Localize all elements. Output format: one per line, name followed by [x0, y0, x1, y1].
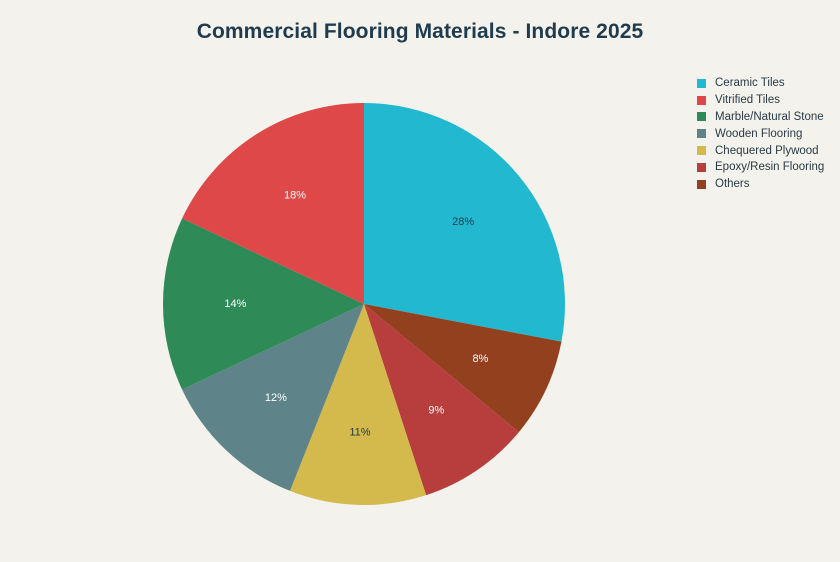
legend-swatch — [697, 146, 706, 156]
pie-slice-chequered-plywood — [290, 304, 427, 505]
pie-label-wooden-flooring: 12% — [265, 392, 287, 404]
legend-item-epoxy-resin-flooring[interactable]: Epoxy/Resin Flooring — [697, 159, 824, 176]
legend-label: Chequered Plywood — [715, 144, 819, 157]
legend: Ceramic Tiles Vitrified Tiles Marble/Natur… — [697, 75, 824, 193]
legend-swatch — [697, 78, 706, 88]
pie-slices — [163, 103, 566, 505]
pie-slice-ceramic-tiles — [364, 103, 566, 342]
legend-label: Ceramic Tiles — [715, 77, 785, 90]
pie-label-ceramic-tiles: 28% — [452, 216, 474, 228]
legend-label: Wooden Flooring — [715, 127, 803, 140]
pie-label-vitrified-tiles: 18% — [284, 189, 306, 201]
legend-swatch — [697, 179, 706, 189]
pie-slice-others — [364, 304, 562, 433]
pie-slice-epoxy-resin-flooring — [364, 304, 519, 496]
pie-slice-vitrified-tiles — [182, 103, 364, 304]
legend-label: Vitrified Tiles — [715, 94, 780, 107]
legend-swatch — [697, 162, 706, 172]
pie-label-chequered-plywood: 11% — [349, 427, 370, 439]
pie-slice-marble-natural-stone — [163, 218, 364, 390]
chart-title: Commercial Flooring Materials - Indore 2… — [196, 20, 644, 43]
pie-label-epoxy-resin-flooring: 9% — [428, 404, 444, 416]
pie-label-marble-natural-stone: 14% — [224, 298, 246, 310]
pie-slice-wooden-flooring — [182, 304, 364, 491]
legend-item-marble-natural-stone[interactable]: Marble/Natural Stone — [697, 109, 824, 126]
legend-swatch — [697, 129, 706, 139]
legend-swatch — [697, 95, 706, 105]
pie-label-others: 8% — [472, 353, 488, 365]
legend-item-wooden-flooring[interactable]: Wooden Flooring — [697, 125, 824, 142]
legend-item-chequered-plywood[interactable]: Chequered Plywood — [697, 142, 824, 159]
legend-item-others[interactable]: Others — [697, 176, 824, 193]
legend-label: Marble/Natural Stone — [715, 110, 824, 123]
legend-label: Epoxy/Resin Flooring — [715, 161, 825, 174]
pie-labels: 28% 8% 9% 11% 12% 14% 18% — [224, 189, 488, 438]
legend-item-vitrified-tiles[interactable]: Vitrified Tiles — [697, 92, 824, 109]
legend-label: Others — [715, 178, 750, 191]
legend-item-ceramic-tiles[interactable]: Ceramic Tiles — [697, 75, 824, 92]
legend-swatch — [697, 112, 706, 122]
